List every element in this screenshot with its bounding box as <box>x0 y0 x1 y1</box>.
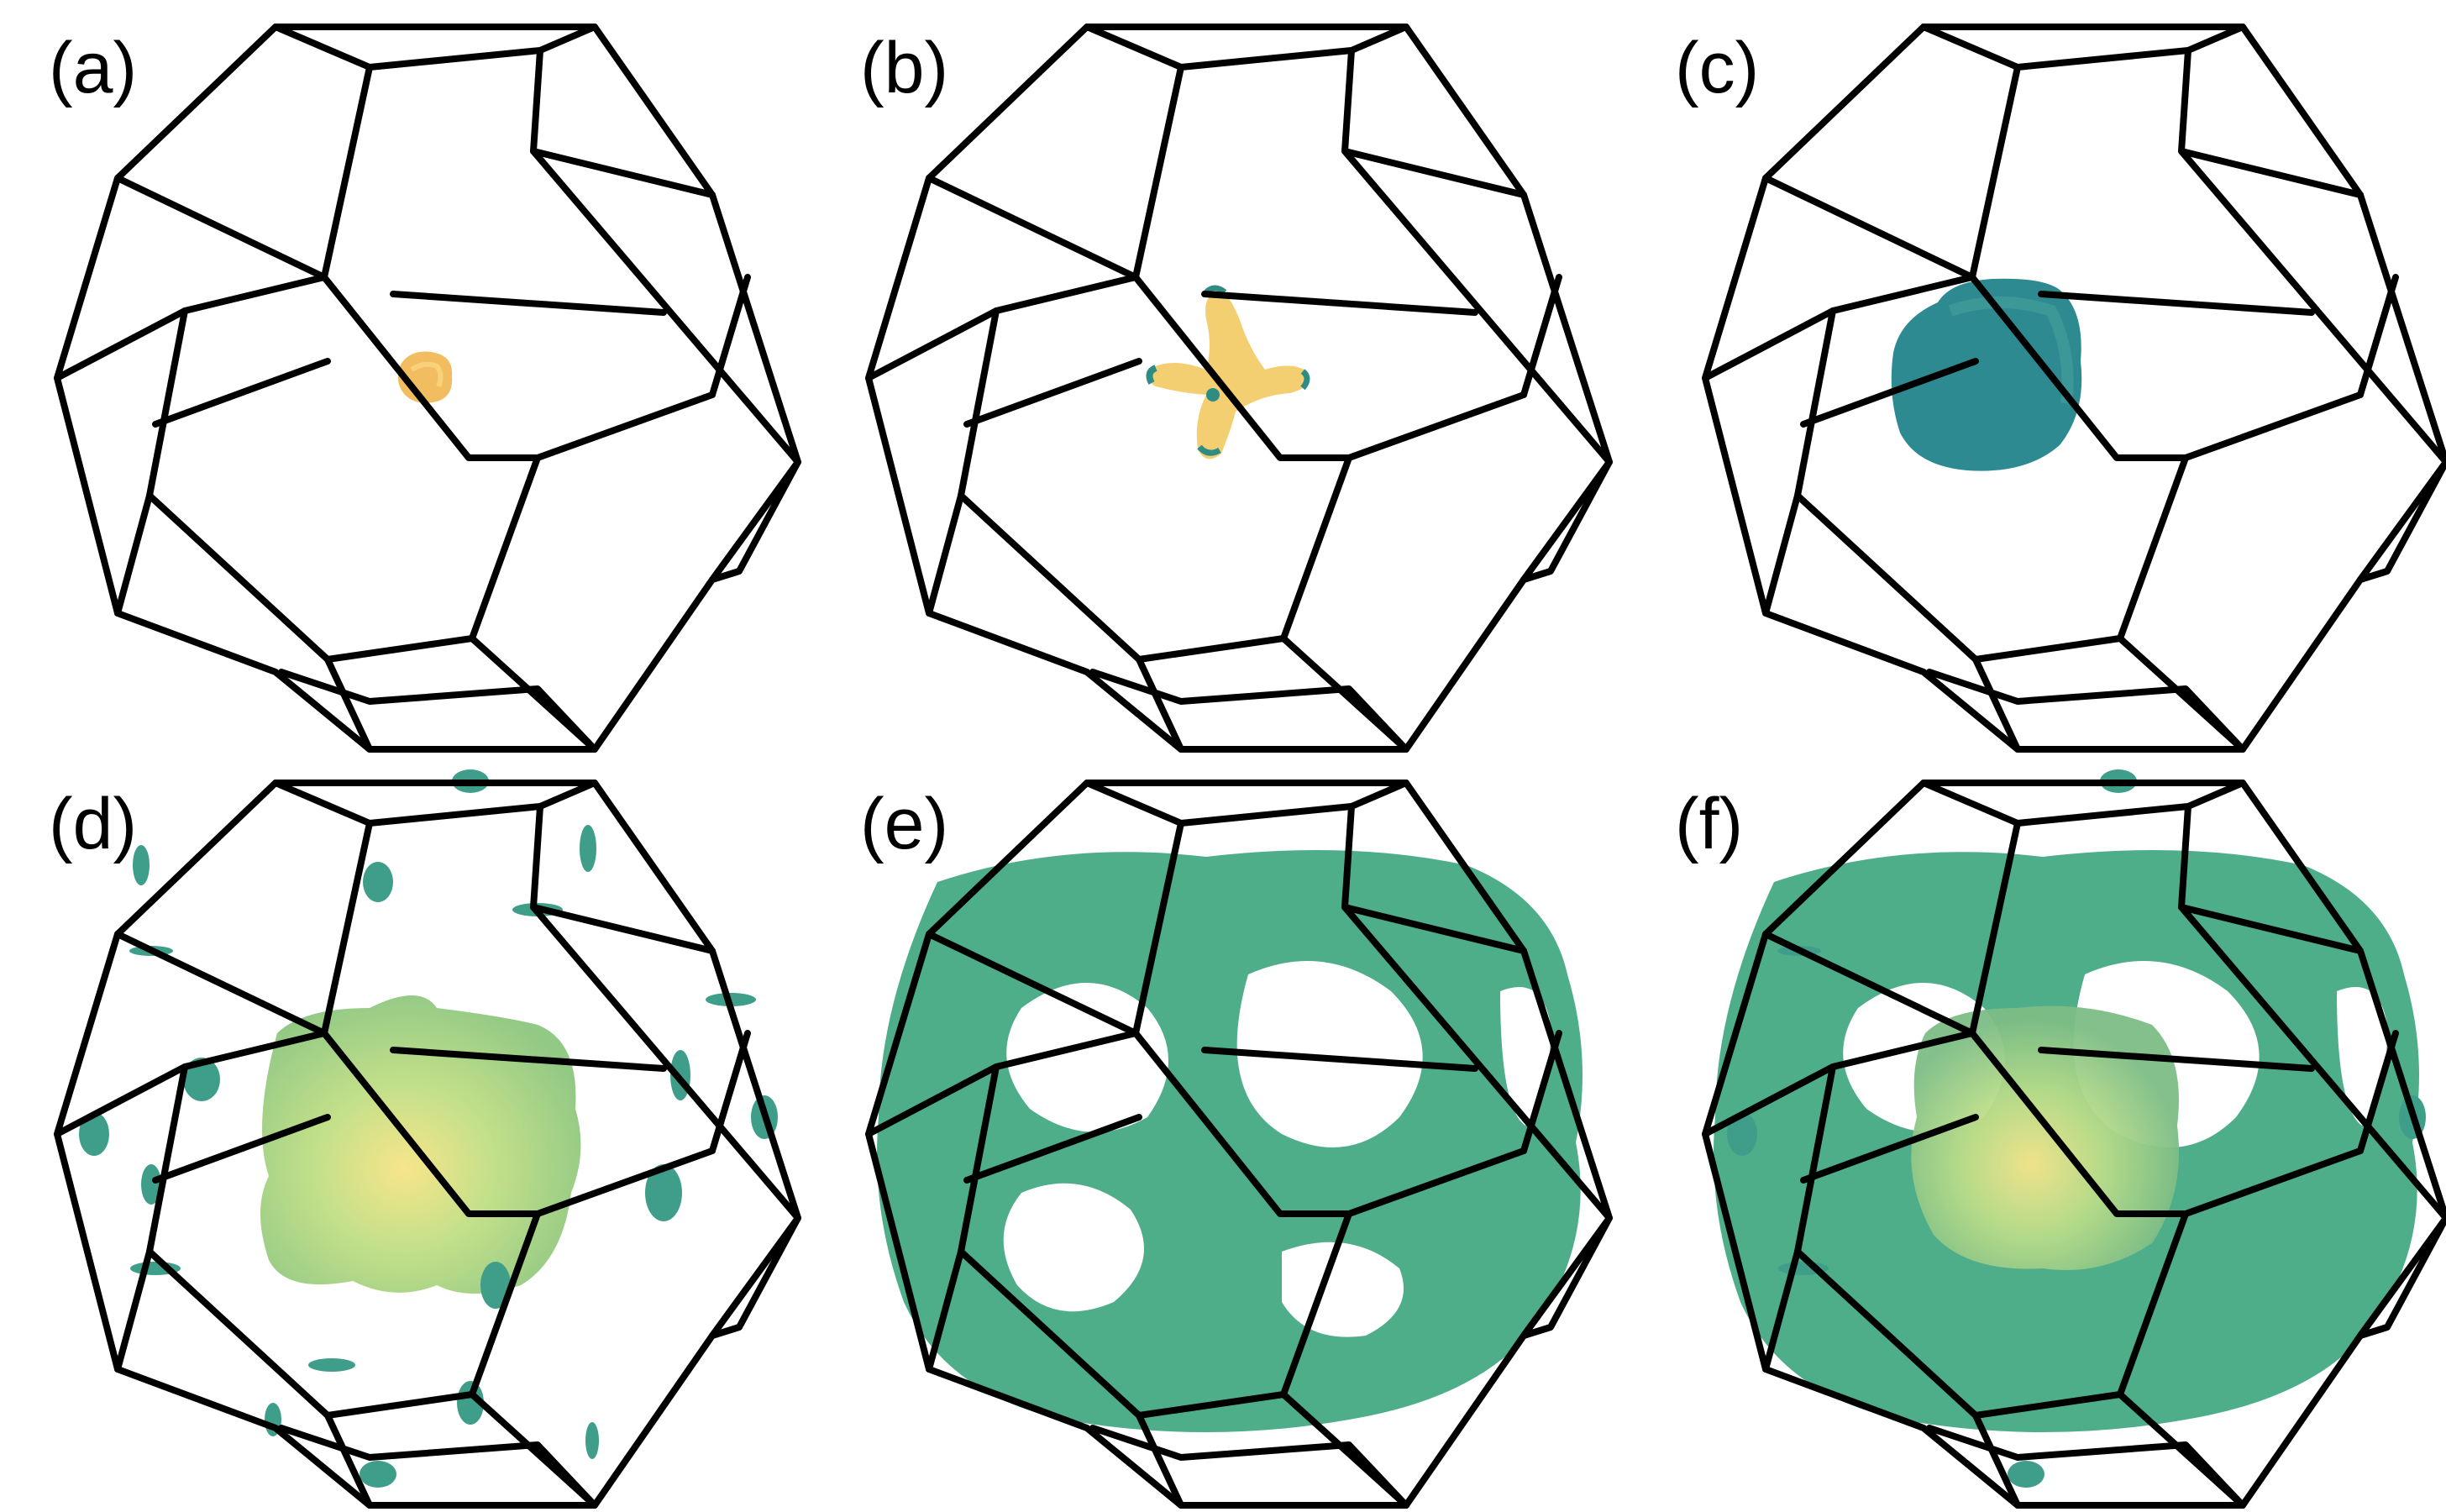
panel-c-brillouin-zone <box>1702 24 2446 753</box>
panel-d-label: (d) <box>49 784 138 864</box>
panel-b-label: (b) <box>860 28 949 108</box>
panel-d-cube-pocket <box>260 995 581 1294</box>
panel-d-face-pockets <box>79 769 778 1488</box>
panel-e-label: (e) <box>860 784 949 864</box>
panel-b-star <box>1148 290 1310 459</box>
panel-e-brillouin-zone <box>865 780 1613 1509</box>
panel-c-pocket <box>1891 278 2082 471</box>
panel-f-brillouin-zone <box>1702 780 2446 1509</box>
panel-b-brillouin-zone <box>865 24 1613 753</box>
panel-a-brillouin-zone <box>54 24 801 753</box>
panel-d-brillouin-zone <box>54 780 801 1509</box>
panel-c-label: (c) <box>1675 28 1760 108</box>
panel-e-sheet <box>877 850 1583 1432</box>
panel-f-cube-pocket <box>1911 1005 2179 1270</box>
panel-f-label: (f) <box>1675 784 1744 864</box>
panel-a-label: (a) <box>49 28 138 108</box>
